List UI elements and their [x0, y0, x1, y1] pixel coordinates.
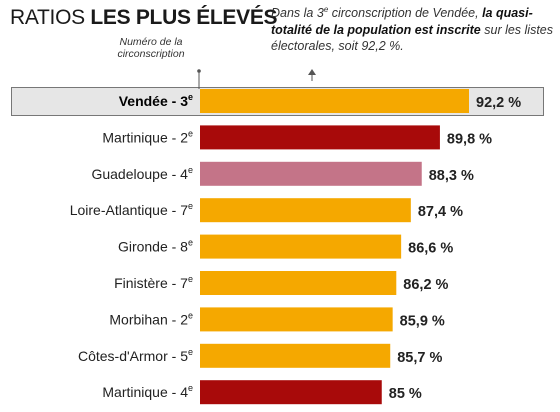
circonscription-note: Numéro de la circonscription — [117, 36, 185, 60]
category-label-5: Finistère - 7e — [114, 274, 193, 291]
bar-6 — [200, 307, 393, 332]
annotation-pointers — [197, 69, 316, 89]
bar-2 — [200, 161, 422, 186]
chart-title: RATIOS LES PLUS ÉLEVÉS — [10, 6, 278, 30]
title-bold: LES PLUS ÉLEVÉS — [90, 6, 278, 29]
category-label-2: Guadeloupe - 4e — [91, 165, 193, 182]
category-label-6: Morbihan - 2e — [109, 310, 193, 327]
bar-0 — [200, 89, 469, 113]
category-label-1: Martinique - 2e — [102, 128, 193, 145]
annotation-part3: sur les listes électorales, soit 92,2 %. — [271, 22, 554, 54]
value-label-0: 92,2 % — [476, 95, 521, 111]
vendee-annotation: Dans la 3e circonscription de Vendée, la… — [271, 5, 556, 55]
value-label-5: 86,2 % — [403, 277, 448, 293]
value-label-8: 85 % — [389, 386, 422, 402]
value-label-6: 85,9 % — [400, 313, 445, 329]
note-pointer-dot — [197, 69, 201, 73]
annotation-part1: Dans la 3 — [271, 6, 324, 20]
title-regular: RATIOS — [10, 6, 85, 29]
bar-5 — [200, 271, 397, 295]
category-label-3: Loire-Atlantique - 7e — [70, 201, 193, 218]
bars-group: Vendée - 3e 92,2 % Martinique - 2e 89,8 % Gu… — [70, 89, 521, 405]
bar-7 — [200, 343, 391, 368]
category-label-7: Côtes-d'Armor - 5e — [78, 347, 193, 364]
annotation-sup: e — [323, 4, 329, 14]
category-label-8: Martinique - 4e — [102, 383, 193, 400]
value-label-2: 88,3 % — [429, 168, 474, 184]
annotation-part2: circonscription de Vendée, — [328, 6, 483, 20]
value-label-1: 89,8 % — [447, 131, 492, 147]
annotation-bold: la quasi-totalité de la population est i… — [271, 6, 533, 37]
bar-1 — [200, 125, 440, 150]
value-label-4: 86,6 % — [408, 241, 453, 257]
bar-3 — [200, 198, 411, 223]
bar-8 — [200, 380, 382, 405]
category-label-0: Vendée - 3e — [119, 92, 193, 109]
value-label-3: 87,4 % — [418, 204, 463, 220]
category-label-4: Gironde - 8e — [118, 238, 193, 255]
annotation-pointer-arrow — [308, 69, 316, 75]
bar-4 — [200, 234, 402, 259]
value-label-7: 85,7 % — [397, 350, 442, 366]
